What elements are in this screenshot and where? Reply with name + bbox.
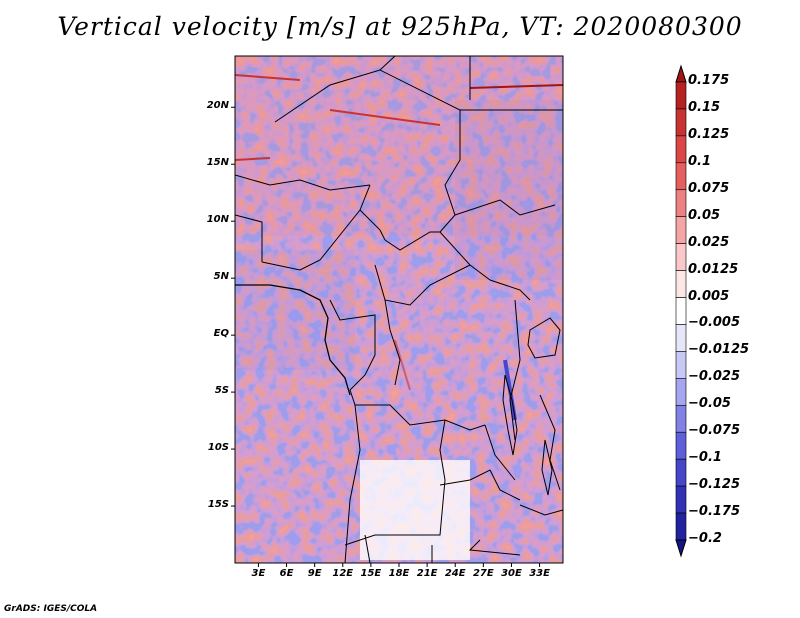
lat-label: 15N: [206, 157, 229, 169]
colorbar-label: −0.05: [688, 396, 731, 412]
lat-label: 15S: [207, 499, 229, 511]
colorbar-segment: [675, 458, 687, 487]
longitude-ticks: [257, 563, 541, 567]
colorbar-segment: [675, 81, 687, 110]
colorbar-bottom-arrow: [675, 539, 687, 558]
colorbar-label: −0.075: [688, 423, 741, 439]
lat-label: 10N: [206, 214, 229, 226]
colorbar-segment: [675, 485, 687, 514]
lon-label: 30E: [501, 568, 522, 579]
colorbar-segment: [675, 270, 687, 298]
colorbar-segment: [675, 324, 687, 352]
colorbar-label: 0.175: [688, 73, 730, 88]
colorbar-segment: [675, 243, 687, 271]
lon-label: 21E: [416, 568, 438, 579]
colorbar-label: 0.15: [688, 99, 721, 115]
colorbar-segment: [675, 512, 687, 541]
colorbar-label: 0.075: [688, 180, 730, 196]
colorbar-segment: [675, 135, 687, 164]
colorbar-label: 0.125: [688, 126, 730, 142]
lon-label: 27E: [472, 568, 494, 579]
lon-label: 3E: [251, 568, 266, 579]
colorbar-label: −0.025: [688, 369, 741, 385]
colorbar-segment: [675, 162, 687, 191]
lon-label: 9E: [307, 568, 322, 579]
colorbar-label: 0.05: [688, 207, 721, 223]
colorbar: [675, 64, 687, 558]
colorbar-label: −0.175: [688, 504, 741, 520]
colorbar-label: −0.125: [688, 477, 741, 493]
colorbar-segment: [675, 378, 687, 406]
colorbar-label: −0.005: [688, 315, 741, 331]
lat-label: EQ: [213, 328, 229, 340]
colorbar-segment: [675, 216, 687, 244]
colorbar-label: 0.0125: [688, 261, 739, 277]
colorbar-segment: [675, 404, 687, 433]
colorbar-label: 0.025: [688, 234, 730, 250]
colorbar-label: 0.005: [688, 288, 730, 304]
velocity-field: [235, 56, 563, 563]
colorbar-label: −0.1: [688, 450, 722, 466]
colorbar-segment: [675, 189, 687, 218]
lat-label: 5N: [213, 271, 229, 283]
lon-label: 15E: [360, 568, 382, 579]
lat-label: 20N: [206, 100, 229, 112]
map-title: Vertical velocity [m/s] at 925hPa, VT: 2…: [57, 12, 743, 41]
colorbar-label: −0.0125: [688, 342, 750, 358]
lon-label: 6E: [279, 568, 294, 579]
lat-label: 5S: [214, 385, 229, 397]
lat-label: 10S: [207, 442, 229, 454]
colorbar-segment: [675, 351, 687, 379]
lon-label: 24E: [444, 568, 466, 579]
colorbar-segment: [675, 431, 687, 460]
lon-label: 12E: [332, 568, 354, 579]
colorbar-segment: [675, 108, 687, 137]
latitude-ticks: [231, 106, 235, 507]
colorbar-label: 0.1: [688, 153, 712, 169]
lon-label: 18E: [388, 568, 410, 579]
lon-label: 33E: [529, 568, 550, 579]
country-borders: [235, 56, 563, 563]
colorbar-label: −0.2: [688, 531, 722, 546]
colorbar-top-arrow: [675, 64, 687, 83]
colorbar-segment: [675, 297, 687, 325]
grads-credit: GrADS: IGES/COLA: [4, 604, 98, 614]
